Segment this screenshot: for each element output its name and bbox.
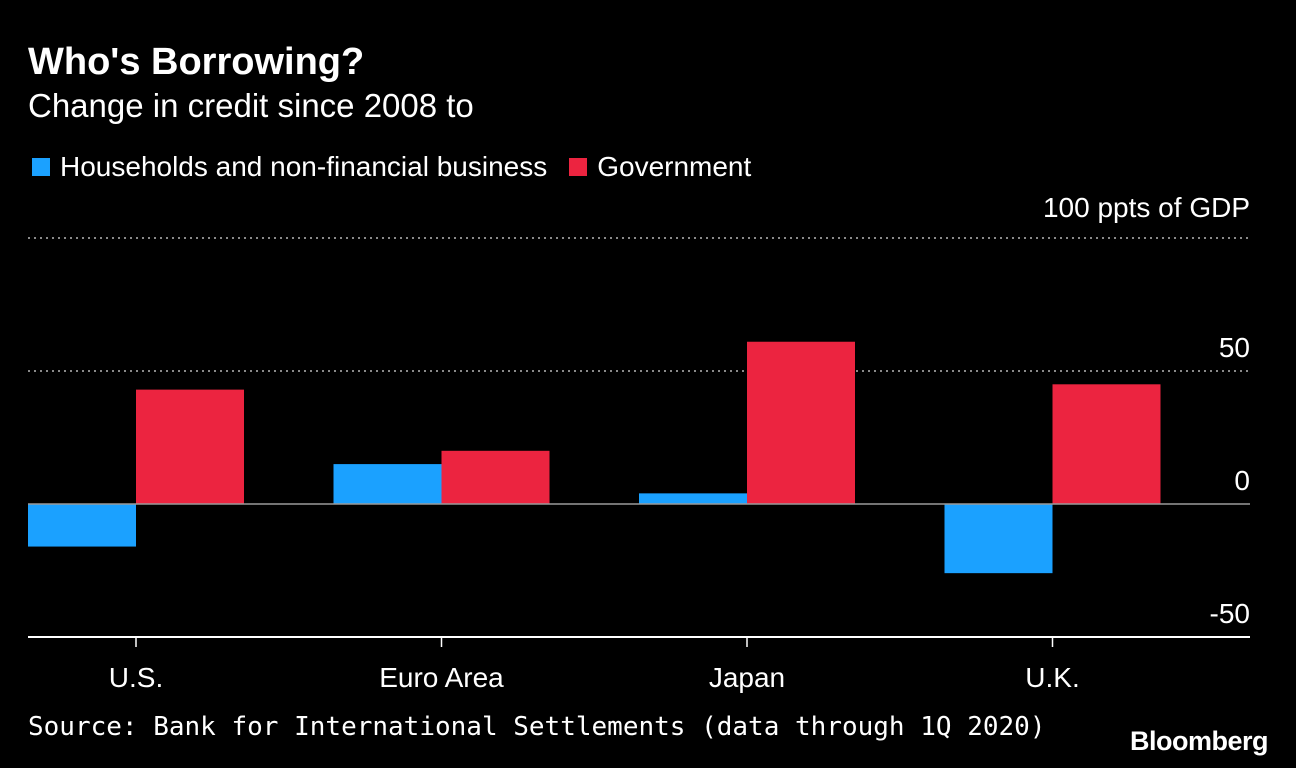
bar-households [639, 493, 747, 504]
legend-swatch-government [569, 158, 588, 176]
legend-swatch-households [32, 158, 50, 176]
x-tick-label: U.S. [109, 662, 163, 693]
y-tick-label: 50 [1219, 332, 1250, 363]
chart-subtitle: Change in credit since 2008 to [28, 87, 474, 124]
legend-label-government: Government [597, 151, 752, 182]
legend: Households and non-financial business Go… [32, 150, 773, 184]
bar-households [28, 504, 136, 547]
source-note: Source: Bank for International Settlemen… [28, 712, 1046, 742]
bar-government [441, 450, 550, 504]
legend-label-households: Households and non-financial business [60, 151, 548, 182]
x-tick-label: Japan [709, 662, 785, 693]
y-axis-unit-label: 100 ppts of GDP [1042, 192, 1250, 223]
legend-item-government: Government [569, 151, 751, 183]
chart-title: Who's Borrowing? [28, 41, 365, 83]
y-tick-label: 0 [1234, 465, 1250, 496]
x-tick-label: U.K. [1025, 662, 1079, 693]
x-tick-label: Euro Area [379, 662, 504, 693]
bar-government [1052, 384, 1161, 504]
bar-government [747, 341, 855, 504]
bar-households [333, 464, 442, 504]
bar-households [944, 504, 1053, 574]
y-tick-label: -50 [1210, 598, 1250, 629]
bar-government [136, 389, 244, 504]
bloomberg-logo: Bloomberg [1129, 726, 1269, 756]
legend-item-households: Households and non-financial business [32, 151, 547, 183]
